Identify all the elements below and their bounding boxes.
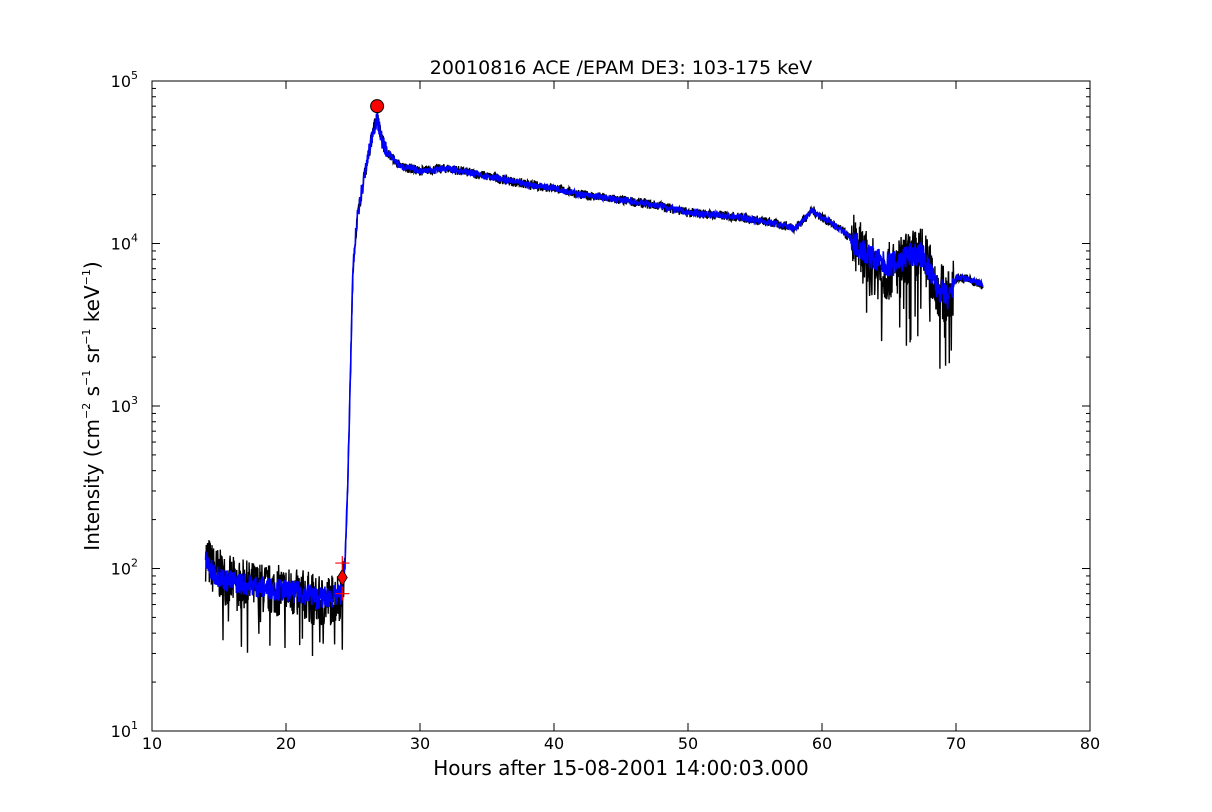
peak-marker xyxy=(370,99,385,114)
y-tick-label: 104 xyxy=(111,232,138,254)
x-axis-ticks: 10 20 30 40 50 60 70 80 xyxy=(142,81,1100,753)
x-tick-label: 60 xyxy=(812,734,832,753)
x-tick-label: 50 xyxy=(678,734,698,753)
x-axis-label: Hours after 15-08-2001 14:00:03.000 xyxy=(433,756,809,780)
x-tick-label: 40 xyxy=(544,734,564,753)
y-tick-label: 101 xyxy=(111,719,138,741)
y-tick-label: 103 xyxy=(111,394,138,416)
x-tick-label: 10 xyxy=(142,734,162,753)
plot-markers xyxy=(335,99,385,601)
y-axis-ticks: 101 102 103 104 105 xyxy=(111,69,1090,741)
x-tick-label: 80 xyxy=(1080,734,1100,753)
onset-marker xyxy=(336,568,348,587)
onset-bound-marker xyxy=(335,556,350,571)
plot-series xyxy=(204,110,984,657)
y-tick-label: 105 xyxy=(111,69,138,91)
onset-bound-marker xyxy=(335,586,350,601)
y-tick-label: 102 xyxy=(111,557,138,579)
plot-frame xyxy=(151,80,1091,732)
x-tick-label: 70 xyxy=(946,734,966,753)
y-axis-label: Intensity (cm−2 s−1 sr−1 keV−1) xyxy=(80,261,104,550)
x-tick-label: 20 xyxy=(276,734,296,753)
series-line xyxy=(204,110,984,611)
x-tick-label: 30 xyxy=(410,734,430,753)
chart-title: 20010816 ACE /EPAM DE3: 103-175 keV xyxy=(430,57,812,79)
